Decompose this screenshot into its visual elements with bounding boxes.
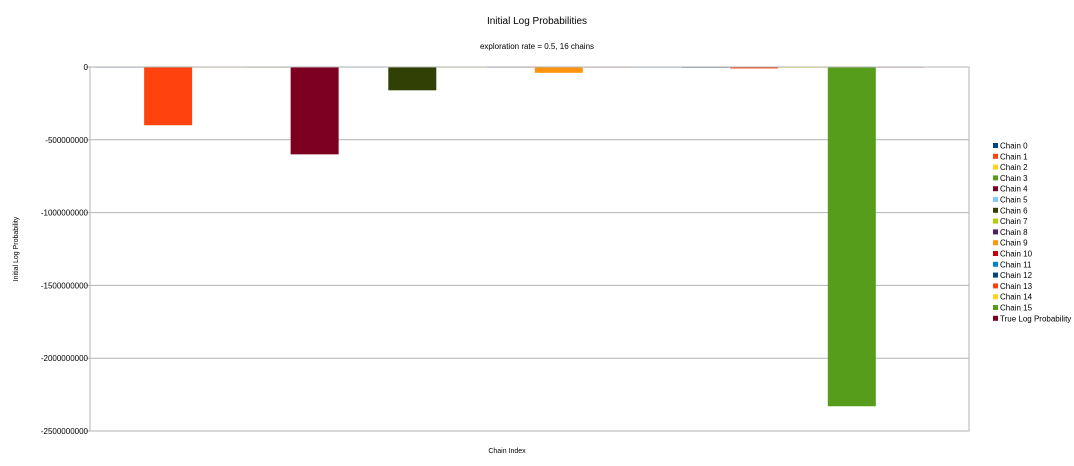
legend-entry: Chain 0: [1000, 142, 1028, 151]
legend-entry: Chain 10: [1000, 250, 1033, 259]
legend-entry: Chain 13: [1000, 282, 1033, 291]
legend-entry: Chain 14: [1000, 293, 1033, 302]
legend-swatch: [993, 251, 998, 256]
y-tick-label: 0: [84, 63, 89, 72]
legend-swatch: [993, 294, 998, 300]
legend-swatch: [993, 186, 998, 192]
legend-entry: Chain 15: [1000, 304, 1033, 313]
legend-entry: Chain 6: [1000, 206, 1028, 215]
bar-chain-9: [534, 67, 583, 73]
legend-entry: Chain 4: [1000, 185, 1028, 194]
chart-title: Initial Log Probabilities: [487, 16, 587, 27]
legend-swatch: [993, 240, 998, 246]
y-tick-label: -2000000000: [41, 354, 89, 363]
y-axis-label: Initial Log Probability: [13, 216, 20, 281]
y-axis-ticks: 0 -500000000 -1000000000 -1500000000 -200000…: [41, 63, 90, 436]
legend-entry: Chain 7: [1000, 217, 1028, 226]
bar-chain-6: [388, 67, 437, 91]
legend-entry: Chain 3: [1000, 174, 1028, 183]
legend-swatch: [993, 153, 998, 159]
legend-swatch: [993, 143, 998, 148]
legend-entry: True Log Probability: [1000, 314, 1071, 323]
x-axis-label: Chain Index: [488, 448, 526, 455]
legend-entry: Chain 2: [1000, 163, 1028, 172]
y-tick-label: -2500000000: [41, 427, 89, 436]
y-tick-label: -1500000000: [41, 281, 89, 290]
legend-swatch: [993, 315, 998, 321]
legend-swatch: [993, 305, 998, 310]
bars: [95, 67, 925, 407]
legend-entry: Chain 11: [1000, 260, 1032, 269]
y-tick-label: -500000000: [45, 136, 88, 145]
bar-chain-1: [144, 67, 193, 126]
y-tick-label: -1000000000: [41, 209, 89, 218]
legend-entry: Chain 9: [1000, 239, 1028, 248]
legend-swatch: [993, 207, 998, 213]
chart-subtitle: exploration rate = 0.5, 16 chains: [480, 42, 594, 51]
legend-swatch: [993, 261, 998, 267]
legend-entry: Chain 12: [1000, 271, 1033, 280]
legend-swatch: [993, 272, 998, 278]
legend-entry: Chain 5: [1000, 196, 1028, 205]
legend-swatch: [993, 229, 998, 235]
legend-swatch: [993, 175, 998, 181]
bar-chain-13: [730, 67, 779, 69]
legend-entry: Chain 1: [1000, 152, 1028, 161]
legend-swatch: [993, 197, 998, 202]
plot-frame: [89, 66, 970, 432]
legend-swatch: [993, 283, 998, 289]
bar-chain-15: [827, 67, 876, 407]
legend-swatch: [993, 164, 998, 170]
legend-swatch: [993, 218, 998, 224]
bar-chain-4: [290, 67, 339, 155]
legend-entry: Chain 8: [1000, 228, 1028, 237]
